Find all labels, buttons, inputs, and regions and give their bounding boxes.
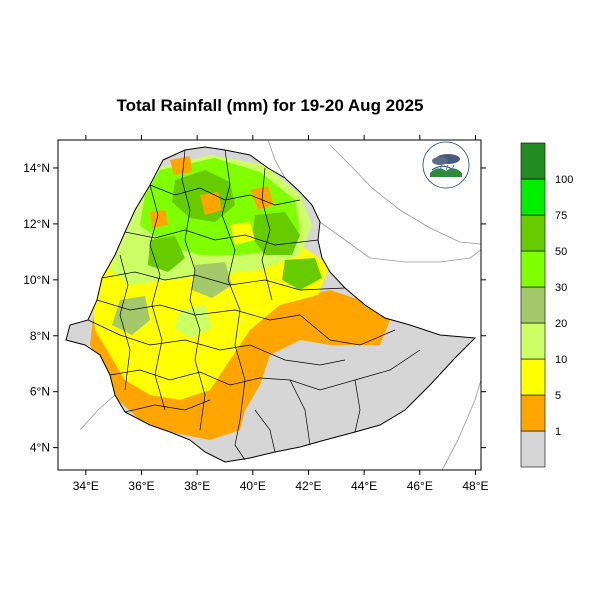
legend-swatch: [520, 250, 546, 288]
legend-label: 10: [555, 354, 567, 366]
legend-swatch: [520, 430, 546, 468]
x-tick-label: 36°E: [128, 479, 154, 493]
admin-boundaries: [65, 146, 476, 463]
legend-label: 30: [555, 282, 567, 294]
legend-swatch: [520, 214, 546, 252]
legend-label: 75: [555, 210, 567, 222]
legend-swatch: [520, 178, 546, 216]
x-tick-label: 42°E: [295, 479, 321, 493]
map-title: Total Rainfall (mm) for 19-20 Aug 2025: [116, 96, 424, 115]
legend-label: 1: [555, 426, 561, 438]
legend-swatch: [520, 322, 546, 360]
y-tick-label: 8°N: [30, 329, 50, 343]
y-tick-label: 14°N: [23, 161, 50, 175]
y-tick-label: 6°N: [30, 385, 50, 399]
y-tick-label: 12°N: [23, 217, 50, 231]
legend-swatch: [520, 286, 546, 324]
y-tick-label: 10°N: [23, 273, 50, 287]
legend-label: 50: [555, 246, 567, 258]
legend-swatch: [520, 358, 546, 396]
x-tick-label: 40°E: [240, 479, 266, 493]
legend-label: 20: [555, 318, 567, 330]
y-tick-label: 4°N: [30, 441, 50, 455]
plot-frame: [57, 139, 482, 471]
legend-label: 100: [555, 174, 573, 186]
legend-swatch: [520, 142, 546, 180]
x-tick-label: 38°E: [184, 479, 210, 493]
x-tick-label: 46°E: [407, 479, 433, 493]
x-tick-label: 48°E: [462, 479, 488, 493]
y-axis-ticks: 4°N 6°N 8°N 10°N 12°N 14°N: [23, 161, 486, 455]
legend-label: 5: [555, 390, 561, 402]
x-tick-label: 44°E: [351, 479, 377, 493]
legend-swatch: [520, 394, 546, 432]
color-legend: 1 5 10 20 30 50 75 100: [520, 142, 573, 468]
neighbor-borders: [79, 139, 482, 471]
x-axis-ticks: 34°E 36°E 38°E 40°E 42°E 44°E 46°E 48°E: [73, 135, 489, 493]
x-tick-label: 34°E: [73, 479, 99, 493]
ethiopian-meteorology-institute-logo-icon: [422, 141, 470, 189]
